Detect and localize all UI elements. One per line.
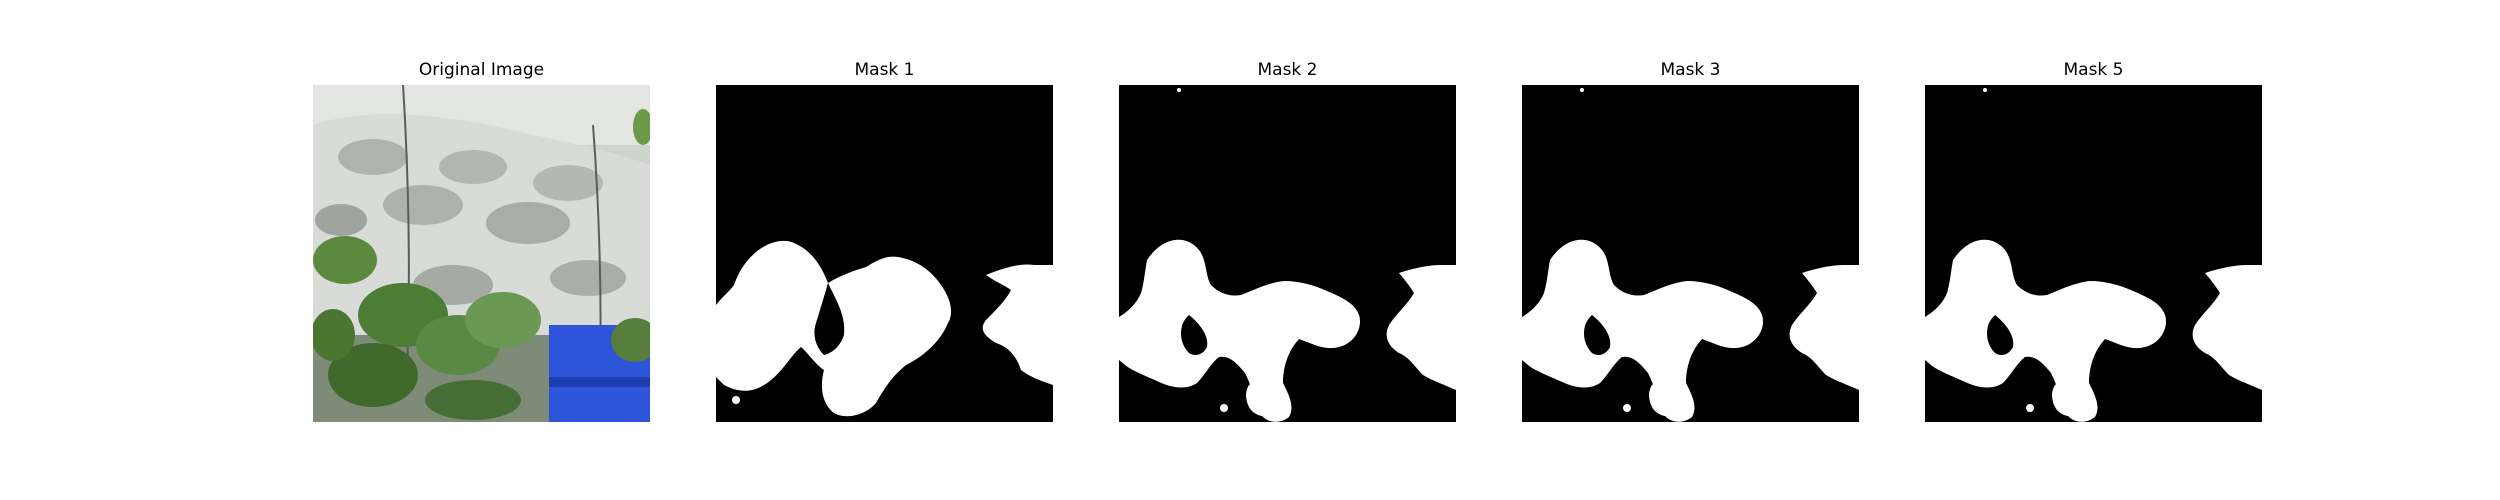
original-image-title: Original Image [418, 60, 545, 80]
mask-2-image [1119, 85, 1456, 422]
mask-3-title: Mask 3 [1660, 60, 1721, 80]
mask-5-title: Mask 5 [2063, 60, 2124, 80]
mask-3-image [1522, 85, 1859, 422]
mask-1-title: Mask 1 [854, 60, 915, 80]
mask-5-image [1925, 85, 2262, 422]
mask-2-title: Mask 2 [1257, 60, 1318, 80]
mask-1-image [716, 85, 1053, 422]
original-image-photo [313, 85, 650, 422]
